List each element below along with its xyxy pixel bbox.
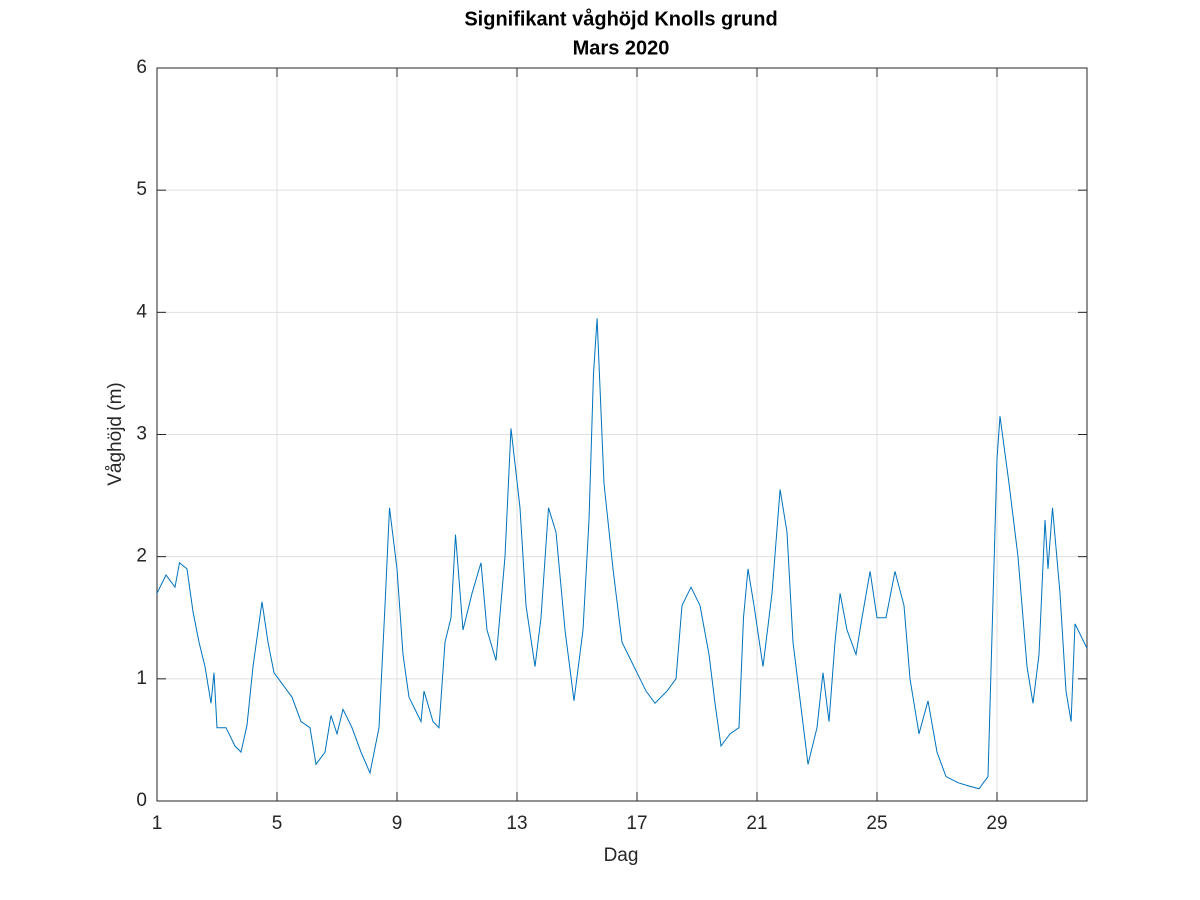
plot-frame (156, 67, 1088, 802)
x-tick-label: 21 (746, 813, 767, 834)
y-axis-label: Våghöjd (m) (105, 382, 126, 486)
y-tick-label: 0 (136, 790, 147, 811)
y-tick-label: 2 (136, 546, 147, 567)
x-axis-label: Dag (604, 845, 639, 866)
x-tick-label: 29 (986, 813, 1007, 834)
y-tick-label: 3 (136, 424, 147, 445)
x-tick-label: 9 (392, 813, 403, 834)
x-tick-label: 1 (152, 813, 163, 834)
x-tick-label: 5 (272, 813, 283, 834)
x-tick-label: 25 (866, 813, 887, 834)
y-tick-label: 1 (136, 668, 147, 689)
y-tick-label: 6 (136, 57, 147, 78)
x-tick-label: 13 (506, 813, 527, 834)
chart-subtitle: Mars 2020 (573, 37, 670, 59)
x-tick-label: 17 (626, 813, 647, 834)
y-tick-label: 5 (136, 179, 147, 200)
y-tick-label: 4 (136, 301, 147, 322)
data-line (156, 318, 1088, 790)
chart-title: Signifikant våghöjd Knolls grund (464, 7, 777, 30)
